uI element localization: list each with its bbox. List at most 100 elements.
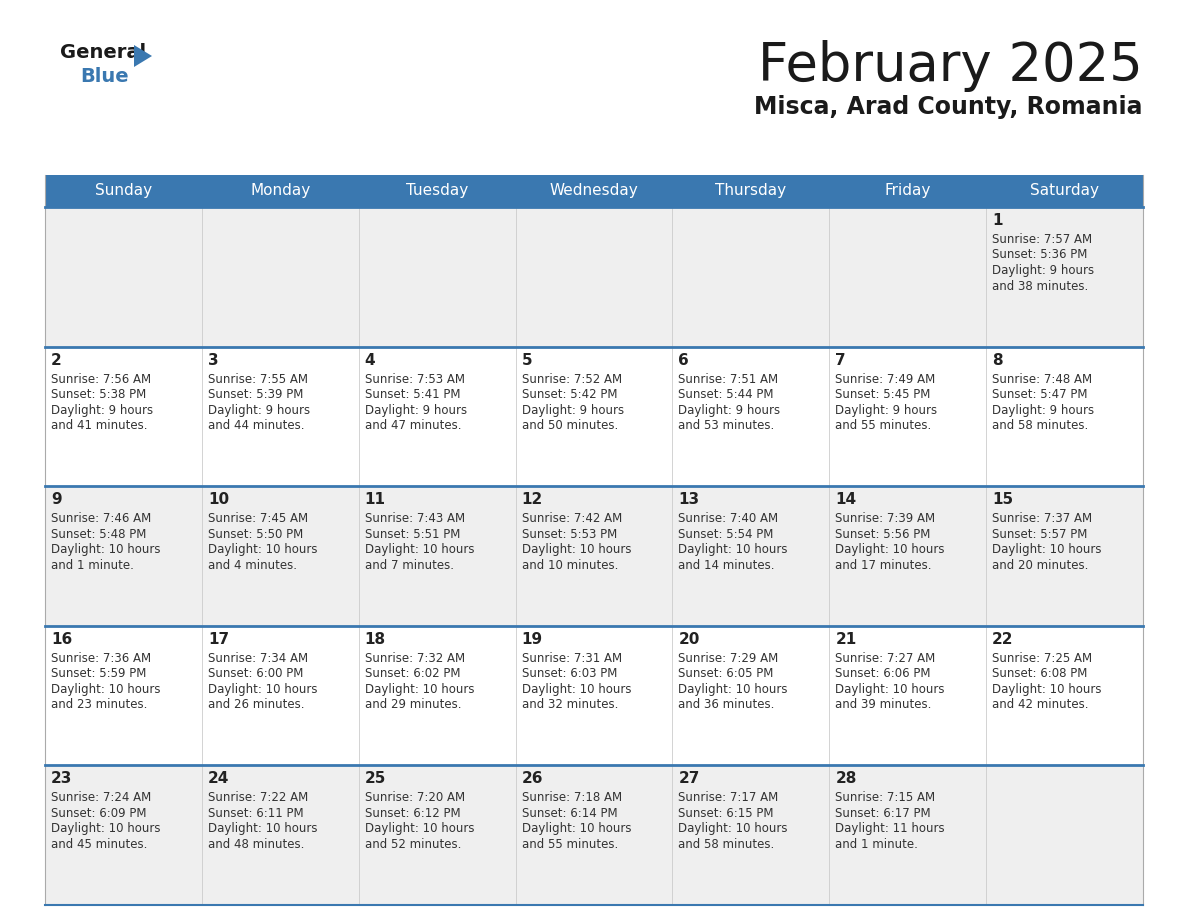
Text: and 53 minutes.: and 53 minutes. — [678, 420, 775, 432]
Text: Daylight: 9 hours: Daylight: 9 hours — [365, 404, 467, 417]
Text: 14: 14 — [835, 492, 857, 508]
Text: Sunrise: 7:43 AM: Sunrise: 7:43 AM — [365, 512, 465, 525]
Text: Daylight: 10 hours: Daylight: 10 hours — [678, 543, 788, 556]
Text: Sunset: 6:02 PM: Sunset: 6:02 PM — [365, 667, 460, 680]
Text: Sunrise: 7:36 AM: Sunrise: 7:36 AM — [51, 652, 151, 665]
Bar — [516, 347, 672, 487]
Text: 7: 7 — [835, 353, 846, 367]
Text: 24: 24 — [208, 771, 229, 787]
Text: Sunset: 6:17 PM: Sunset: 6:17 PM — [835, 807, 931, 820]
Text: Monday: Monday — [251, 184, 310, 198]
Text: Daylight: 11 hours: Daylight: 11 hours — [835, 823, 944, 835]
Text: Daylight: 10 hours: Daylight: 10 hours — [365, 543, 474, 556]
Text: 1: 1 — [992, 213, 1003, 228]
Text: Sunrise: 7:39 AM: Sunrise: 7:39 AM — [835, 512, 935, 525]
Bar — [45, 626, 202, 766]
Text: Wednesday: Wednesday — [550, 184, 638, 198]
Text: and 47 minutes.: and 47 minutes. — [365, 420, 461, 432]
Text: Daylight: 9 hours: Daylight: 9 hours — [678, 404, 781, 417]
Text: Daylight: 10 hours: Daylight: 10 hours — [51, 683, 160, 696]
Text: Sunset: 5:44 PM: Sunset: 5:44 PM — [678, 388, 773, 401]
Text: Sunset: 6:03 PM: Sunset: 6:03 PM — [522, 667, 617, 680]
Text: 18: 18 — [365, 632, 386, 647]
Text: Sunrise: 7:27 AM: Sunrise: 7:27 AM — [835, 652, 935, 665]
Text: February 2025: February 2025 — [758, 40, 1143, 92]
Bar — [45, 487, 202, 626]
Bar — [359, 347, 516, 487]
Text: and 10 minutes.: and 10 minutes. — [522, 559, 618, 572]
Text: Daylight: 10 hours: Daylight: 10 hours — [51, 823, 160, 835]
Text: Saturday: Saturday — [1030, 184, 1099, 198]
Bar — [829, 766, 986, 905]
Bar — [516, 207, 672, 347]
Text: 13: 13 — [678, 492, 700, 508]
Text: Daylight: 10 hours: Daylight: 10 hours — [51, 543, 160, 556]
Text: Daylight: 9 hours: Daylight: 9 hours — [992, 264, 1094, 277]
Text: Sunset: 6:11 PM: Sunset: 6:11 PM — [208, 807, 303, 820]
Text: and 55 minutes.: and 55 minutes. — [835, 420, 931, 432]
Text: Sunrise: 7:24 AM: Sunrise: 7:24 AM — [51, 791, 151, 804]
Text: Friday: Friday — [885, 184, 931, 198]
Text: Daylight: 9 hours: Daylight: 9 hours — [522, 404, 624, 417]
Bar — [672, 347, 829, 487]
Text: 23: 23 — [51, 771, 72, 787]
Text: Sunset: 5:47 PM: Sunset: 5:47 PM — [992, 388, 1088, 401]
Text: and 58 minutes.: and 58 minutes. — [992, 420, 1088, 432]
Bar — [986, 766, 1143, 905]
Text: Sunrise: 7:20 AM: Sunrise: 7:20 AM — [365, 791, 465, 804]
Text: 28: 28 — [835, 771, 857, 787]
Text: Sunrise: 7:40 AM: Sunrise: 7:40 AM — [678, 512, 778, 525]
Text: Sunset: 5:45 PM: Sunset: 5:45 PM — [835, 388, 930, 401]
Text: Sunrise: 7:53 AM: Sunrise: 7:53 AM — [365, 373, 465, 386]
Bar — [516, 766, 672, 905]
Text: Sunrise: 7:17 AM: Sunrise: 7:17 AM — [678, 791, 778, 804]
Text: Sunset: 5:50 PM: Sunset: 5:50 PM — [208, 528, 303, 541]
Text: Sunrise: 7:34 AM: Sunrise: 7:34 AM — [208, 652, 308, 665]
Text: Sunset: 5:42 PM: Sunset: 5:42 PM — [522, 388, 617, 401]
Text: and 41 minutes.: and 41 minutes. — [51, 420, 147, 432]
Text: 25: 25 — [365, 771, 386, 787]
Text: and 26 minutes.: and 26 minutes. — [208, 699, 304, 711]
Text: and 20 minutes.: and 20 minutes. — [992, 559, 1088, 572]
Text: Sunrise: 7:18 AM: Sunrise: 7:18 AM — [522, 791, 621, 804]
Bar — [672, 766, 829, 905]
Text: 6: 6 — [678, 353, 689, 367]
Text: and 44 minutes.: and 44 minutes. — [208, 420, 304, 432]
Text: and 29 minutes.: and 29 minutes. — [365, 699, 461, 711]
Text: Daylight: 10 hours: Daylight: 10 hours — [208, 823, 317, 835]
Text: Sunset: 5:53 PM: Sunset: 5:53 PM — [522, 528, 617, 541]
Text: Sunrise: 7:42 AM: Sunrise: 7:42 AM — [522, 512, 621, 525]
Text: and 1 minute.: and 1 minute. — [51, 559, 134, 572]
Text: and 52 minutes.: and 52 minutes. — [365, 838, 461, 851]
Text: Sunset: 5:41 PM: Sunset: 5:41 PM — [365, 388, 460, 401]
Polygon shape — [134, 45, 152, 67]
Text: Sunset: 5:59 PM: Sunset: 5:59 PM — [51, 667, 146, 680]
Text: Sunset: 5:39 PM: Sunset: 5:39 PM — [208, 388, 303, 401]
Text: Sunset: 5:51 PM: Sunset: 5:51 PM — [365, 528, 460, 541]
Text: Misca, Arad County, Romania: Misca, Arad County, Romania — [754, 95, 1143, 119]
Text: Daylight: 9 hours: Daylight: 9 hours — [208, 404, 310, 417]
Text: General: General — [61, 43, 146, 62]
Text: Daylight: 10 hours: Daylight: 10 hours — [835, 543, 944, 556]
Bar — [986, 626, 1143, 766]
Bar — [829, 626, 986, 766]
Text: and 17 minutes.: and 17 minutes. — [835, 559, 931, 572]
Text: Sunrise: 7:25 AM: Sunrise: 7:25 AM — [992, 652, 1092, 665]
Text: Daylight: 10 hours: Daylight: 10 hours — [208, 683, 317, 696]
Text: 12: 12 — [522, 492, 543, 508]
Text: 22: 22 — [992, 632, 1013, 647]
Text: 2: 2 — [51, 353, 62, 367]
Bar — [359, 207, 516, 347]
Text: 19: 19 — [522, 632, 543, 647]
Text: Sunrise: 7:15 AM: Sunrise: 7:15 AM — [835, 791, 935, 804]
Text: and 55 minutes.: and 55 minutes. — [522, 838, 618, 851]
Text: Sunrise: 7:51 AM: Sunrise: 7:51 AM — [678, 373, 778, 386]
Text: 26: 26 — [522, 771, 543, 787]
Text: 17: 17 — [208, 632, 229, 647]
Text: Sunrise: 7:55 AM: Sunrise: 7:55 AM — [208, 373, 308, 386]
Bar — [45, 347, 202, 487]
Text: Sunrise: 7:52 AM: Sunrise: 7:52 AM — [522, 373, 621, 386]
Bar — [516, 626, 672, 766]
Text: Sunrise: 7:56 AM: Sunrise: 7:56 AM — [51, 373, 151, 386]
Text: Sunset: 6:06 PM: Sunset: 6:06 PM — [835, 667, 930, 680]
